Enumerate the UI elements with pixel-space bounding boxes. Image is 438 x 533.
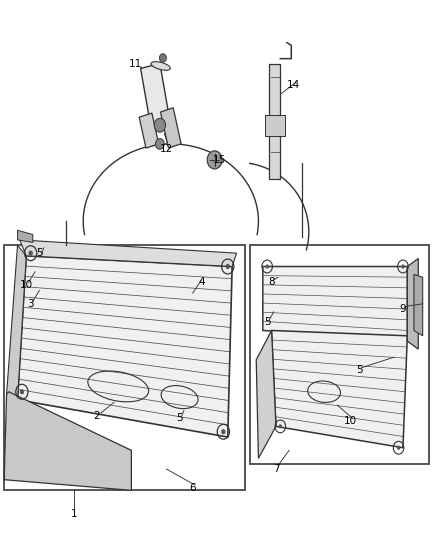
Ellipse shape <box>151 62 170 70</box>
Text: 2: 2 <box>93 411 100 421</box>
Circle shape <box>279 424 282 429</box>
Polygon shape <box>141 63 170 128</box>
Circle shape <box>28 251 33 256</box>
Text: 8: 8 <box>268 278 275 287</box>
Circle shape <box>397 446 400 450</box>
Circle shape <box>221 429 226 434</box>
Circle shape <box>154 118 166 132</box>
Polygon shape <box>4 392 131 490</box>
Polygon shape <box>7 245 26 400</box>
Circle shape <box>265 264 269 269</box>
Text: 5: 5 <box>356 366 363 375</box>
Text: 6: 6 <box>189 483 196 492</box>
Text: 10: 10 <box>20 280 33 290</box>
Polygon shape <box>20 240 237 266</box>
Text: 7: 7 <box>272 464 279 474</box>
Polygon shape <box>256 330 276 458</box>
Text: 5: 5 <box>176 414 183 423</box>
Polygon shape <box>407 259 418 349</box>
Text: 1: 1 <box>71 510 78 519</box>
Circle shape <box>155 139 164 149</box>
Circle shape <box>159 54 166 62</box>
Text: 11: 11 <box>129 59 142 69</box>
Text: 4: 4 <box>198 278 205 287</box>
Text: 12: 12 <box>160 144 173 154</box>
Circle shape <box>20 389 24 394</box>
Polygon shape <box>414 274 423 336</box>
Circle shape <box>207 151 222 169</box>
Text: 14: 14 <box>287 80 300 90</box>
Polygon shape <box>272 330 407 448</box>
Bar <box>250 245 429 464</box>
Text: 5: 5 <box>264 318 271 327</box>
Polygon shape <box>139 113 159 148</box>
Polygon shape <box>160 108 181 148</box>
Bar <box>269 64 280 179</box>
Text: 5: 5 <box>36 248 43 258</box>
Polygon shape <box>18 230 33 243</box>
Bar <box>265 115 285 136</box>
Bar <box>4 245 245 490</box>
Circle shape <box>226 264 230 269</box>
Polygon shape <box>263 266 407 341</box>
Circle shape <box>401 264 405 269</box>
Text: 15: 15 <box>212 155 226 165</box>
Text: 9: 9 <box>399 304 406 314</box>
Text: 3: 3 <box>27 299 34 309</box>
Text: 10: 10 <box>344 416 357 426</box>
Polygon shape <box>18 256 232 437</box>
